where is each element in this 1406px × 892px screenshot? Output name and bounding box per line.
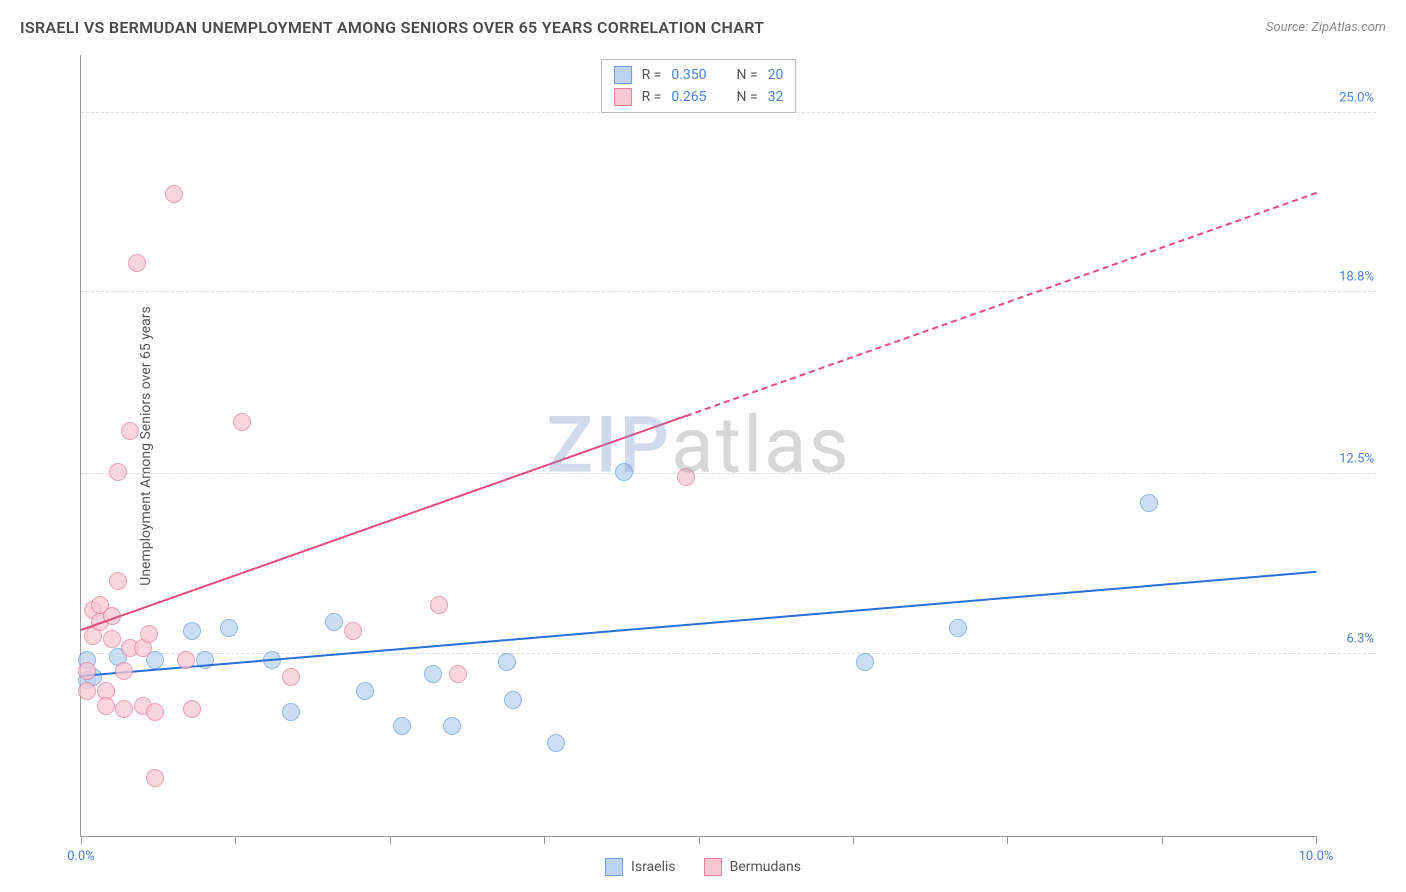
source-label: Source: ZipAtlas.com: [1266, 20, 1386, 35]
stats-row: R = 0.265 N = 32: [614, 86, 784, 108]
data-point: [165, 185, 183, 203]
data-point: [146, 703, 164, 721]
trend-line: [81, 571, 1317, 677]
data-point: [146, 769, 164, 787]
watermark-atlas: atlas: [671, 400, 851, 491]
data-point: [183, 700, 201, 718]
plot-region: ZIPatlas R = 0.350N = 20R = 0.265N = 32 …: [80, 55, 1316, 837]
data-point: [504, 691, 522, 709]
data-point: [109, 572, 127, 590]
x-tick-label: 10.0%: [1299, 849, 1334, 864]
y-tick-label: 18.8%: [1339, 270, 1374, 285]
legend-swatch: [704, 858, 722, 876]
legend-label: Israelis: [631, 859, 676, 875]
chart-area: ZIPatlas R = 0.350N = 20R = 0.265N = 32 …: [50, 55, 1376, 837]
data-point: [115, 662, 133, 680]
stat-r-label: R =: [642, 89, 662, 105]
x-tick-label: 0.0%: [67, 849, 95, 864]
chart-header: ISRAELI VS BERMUDAN UNEMPLOYMENT AMONG S…: [20, 18, 1386, 37]
stat-r-label: R =: [642, 67, 662, 83]
stat-n-label: N =: [737, 89, 758, 105]
legend-swatch: [605, 858, 623, 876]
stat-r-value: 0.350: [671, 67, 706, 83]
data-point: [115, 700, 133, 718]
stat-n-label: N =: [737, 67, 758, 83]
stats-row: R = 0.350 N = 20: [614, 64, 784, 86]
chart-title: ISRAELI VS BERMUDAN UNEMPLOYMENT AMONG S…: [20, 18, 764, 37]
x-tick: [853, 836, 854, 844]
y-tick-label: 25.0%: [1339, 90, 1374, 105]
stat-n-value: 20: [768, 67, 784, 83]
x-tick: [544, 836, 545, 844]
legend-item: Bermudans: [704, 858, 801, 876]
data-point: [121, 422, 139, 440]
data-point: [109, 463, 127, 481]
data-point: [615, 463, 633, 481]
watermark: ZIPatlas: [546, 400, 851, 491]
x-tick: [235, 836, 236, 844]
data-point: [677, 468, 695, 486]
data-point: [430, 596, 448, 614]
legend-swatch: [614, 88, 632, 106]
data-point: [103, 630, 121, 648]
gridline: [81, 473, 1376, 474]
data-point: [78, 662, 96, 680]
data-point: [498, 653, 516, 671]
legend-swatch: [614, 66, 632, 84]
data-point: [233, 413, 251, 431]
data-point: [97, 697, 115, 715]
x-tick: [1162, 836, 1163, 844]
data-point: [282, 668, 300, 686]
x-tick: [390, 836, 391, 844]
x-tick: [1316, 836, 1317, 844]
x-tick: [1007, 836, 1008, 844]
data-point: [282, 703, 300, 721]
data-point: [547, 734, 565, 752]
data-point: [356, 682, 374, 700]
data-point: [177, 651, 195, 669]
stat-n-value: 32: [768, 89, 784, 105]
x-tick: [81, 836, 82, 844]
legend-item: Israelis: [605, 858, 676, 876]
y-tick-label: 12.5%: [1339, 452, 1374, 467]
y-tick-label: 6.3%: [1346, 631, 1374, 646]
trend-line: [686, 192, 1317, 417]
data-point: [443, 717, 461, 735]
x-tick: [699, 836, 700, 844]
data-point: [78, 682, 96, 700]
data-point: [183, 622, 201, 640]
gridline: [81, 291, 1376, 292]
watermark-zip: ZIP: [546, 400, 671, 491]
data-point: [220, 619, 238, 637]
data-point: [1140, 494, 1158, 512]
trend-line: [81, 414, 687, 630]
data-point: [325, 613, 343, 631]
legend-label: Bermudans: [730, 859, 801, 875]
stat-r-value: 0.265: [671, 89, 706, 105]
series-legend: Israelis Bermudans: [605, 858, 801, 876]
data-point: [140, 625, 158, 643]
data-point: [424, 665, 442, 683]
data-point: [393, 717, 411, 735]
data-point: [949, 619, 967, 637]
data-point: [344, 622, 362, 640]
data-point: [856, 653, 874, 671]
data-point: [128, 254, 146, 272]
data-point: [449, 665, 467, 683]
stats-legend: R = 0.350 N = 20 R = 0.265 N = 32: [601, 59, 797, 113]
